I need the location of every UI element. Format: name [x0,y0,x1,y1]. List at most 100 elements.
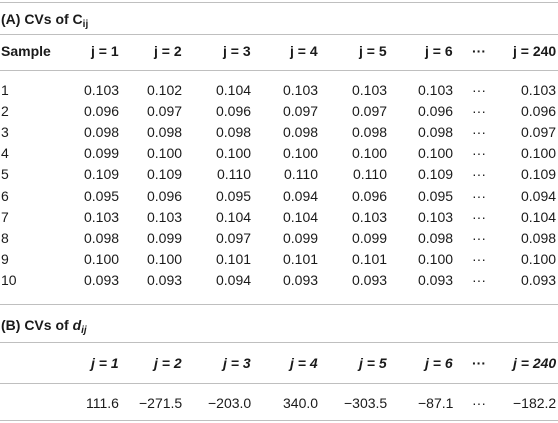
cv-value: 0.095 [418,187,454,204]
bottom-rule [0,420,558,421]
column-header: j = 240 [513,355,557,371]
cv-value: ··· [472,187,486,204]
cv-value: 0.110 [284,166,318,183]
column-header: j = 5 [359,355,387,371]
cv-value: 0.093 [84,271,120,288]
cv-value: 0.100 [147,250,183,267]
cv-value: 0.103 [418,208,454,225]
column-header: j = 2 [154,43,182,59]
cv-value: ··· [472,229,486,246]
cv-value: 0.099 [352,229,388,246]
sample-number: 10 [1,271,17,288]
section-a-title-rule [0,34,558,35]
sample-number: 9 [1,250,9,267]
sample-number: 8 [1,229,9,246]
cv-value: ··· [472,103,486,120]
section-a-header-rule [0,70,558,71]
cv-value: 0.101 [216,250,252,267]
column-header: ··· [472,43,486,59]
column-header: j = 4 [290,355,318,371]
cv-value: −87.1 [418,395,454,411]
column-header: j = 240 [513,43,557,59]
column-header: j = 3 [223,355,251,371]
cv-value: 0.103 [84,208,120,225]
section-b-title-italic: dij [72,317,87,336]
cv-value: ··· [472,208,486,225]
column-header: j = 6 [425,43,453,59]
cv-value: 0.104 [216,82,252,98]
sample-number: 2 [1,103,9,120]
cv-value: 0.109 [521,166,557,183]
cv-value: 0.103 [147,208,183,225]
cv-value: 0.093 [521,271,557,288]
cv-value: 0.097 [216,229,252,246]
cv-value: −182.2 [513,395,557,411]
section-b-title-sub: ij [81,325,87,336]
cv-value: 0.103 [84,82,120,98]
cv-value: 0.100 [283,145,319,162]
cv-value: −203.0 [208,395,252,411]
cv-value: 0.095 [216,187,252,204]
cv-value: 0.102 [147,82,183,98]
cv-value: 0.096 [84,103,120,120]
section-a-title-sub: ij [82,19,89,30]
section-a-title-text: (A) CVs of C [1,11,83,27]
cv-value: 0.099 [147,229,183,246]
cv-value: 0.098 [418,124,454,141]
cv-value: 0.100 [84,250,120,267]
cv-value: 0.095 [84,187,120,204]
section-b-header-rule [0,383,558,384]
cv-value: 0.094 [216,271,252,288]
cv-value: 0.098 [521,229,557,246]
cv-value: 0.093 [418,271,454,288]
cv-value: 0.109 [84,166,120,183]
column-header: j = 5 [359,43,387,59]
cv-value: 0.103 [352,82,388,98]
cv-value: 0.099 [283,229,319,246]
cv-value: 0.100 [418,250,454,267]
sample-number: 7 [1,208,9,225]
cv-value: −303.5 [344,395,388,411]
cv-value: 0.098 [352,124,388,141]
cv-value: 0.093 [283,271,319,288]
column-header: j = 1 [91,43,119,59]
cv-value: 0.097 [147,103,183,120]
cv-value: ··· [472,124,486,141]
top-rule [0,2,558,3]
section-a-bottom-rule [0,304,558,305]
cv-value: ··· [472,250,486,267]
cv-value: 111.6 [86,395,119,411]
sample-number: 1 [1,82,9,98]
sample-number: 4 [1,145,9,162]
cv-value: 0.096 [352,187,388,204]
cv-value: 0.109 [147,166,183,183]
cv-value: 0.100 [147,145,183,162]
column-header: j = 4 [290,43,318,59]
column-header: j = 6 [425,355,453,371]
sample-number: 3 [1,124,9,141]
cv-value: 0.098 [84,124,120,141]
cv-value: 0.098 [84,229,120,246]
section-b-title-rule [0,342,558,343]
cv-value: 0.099 [84,145,120,162]
column-header: j = 3 [223,43,251,59]
cv-value: 0.100 [352,145,388,162]
cv-value: 0.098 [216,124,252,141]
cv-value: ··· [472,145,486,162]
cv-value: 0.101 [352,250,388,267]
sample-column-header: Sample [1,43,51,59]
cv-value: 0.093 [352,271,388,288]
column-header: j = 1 [91,355,119,371]
cv-value: 0.110 [217,166,251,183]
cv-value: 0.098 [283,124,319,141]
cv-value: 0.101 [283,250,319,267]
cv-value: 0.094 [521,187,557,204]
cv-value: ··· [472,166,486,183]
section-b-title: (B) CVs of dij [1,317,87,336]
cv-value: 0.110 [353,166,387,183]
cv-value: 0.109 [418,166,454,183]
cv-value: 0.098 [147,124,183,141]
cv-value: −271.5 [139,395,183,411]
sample-number: 5 [1,166,9,183]
